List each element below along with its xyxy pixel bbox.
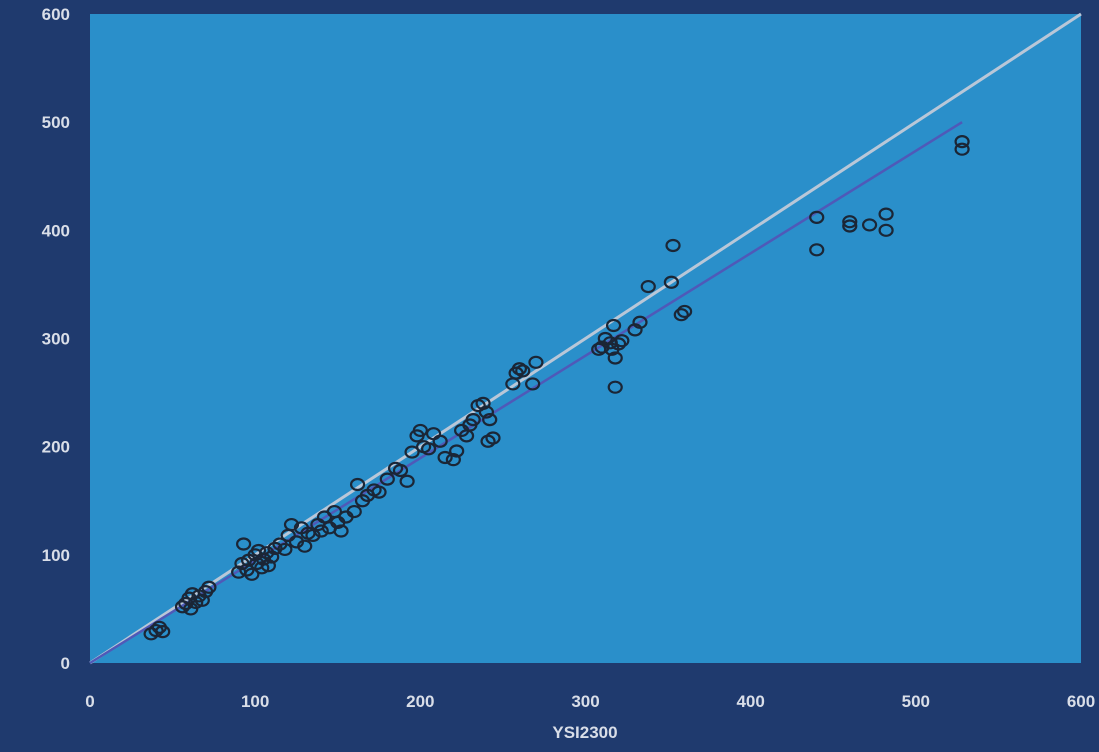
data-point bbox=[399, 474, 415, 488]
points-layer bbox=[143, 135, 970, 641]
y-tick-label: 300 bbox=[42, 330, 70, 349]
data-point bbox=[333, 524, 349, 538]
x-tick-label: 300 bbox=[571, 692, 599, 711]
data-point bbox=[371, 485, 387, 499]
data-point bbox=[607, 351, 623, 365]
data-point bbox=[842, 215, 858, 229]
data-point bbox=[264, 550, 280, 564]
data-point bbox=[528, 355, 544, 369]
data-point bbox=[475, 396, 491, 410]
x-tick-label: 0 bbox=[85, 692, 94, 711]
data-point bbox=[511, 362, 528, 376]
data-point bbox=[809, 210, 825, 224]
data-point bbox=[412, 423, 428, 438]
data-point bbox=[465, 413, 481, 427]
data-point bbox=[640, 279, 656, 294]
x-axis-ticks: 0 100 200 300 400 500 600 bbox=[85, 692, 1095, 711]
data-point bbox=[665, 238, 681, 253]
data-point bbox=[878, 223, 894, 237]
data-point bbox=[254, 561, 270, 575]
data-point bbox=[673, 308, 689, 322]
data-point bbox=[954, 142, 970, 156]
y-tick-label: 400 bbox=[42, 221, 70, 240]
y-tick-label: 0 bbox=[61, 654, 70, 673]
data-point bbox=[878, 207, 894, 221]
data-point bbox=[482, 413, 498, 427]
data-point bbox=[842, 219, 858, 233]
data-point bbox=[346, 504, 362, 519]
y-tick-label: 600 bbox=[42, 5, 70, 24]
y-axis-ticks: 0 100 200 300 400 500 600 bbox=[42, 5, 70, 673]
y-tick-label: 500 bbox=[42, 113, 70, 132]
x-axis-label: YSI2300 bbox=[552, 723, 617, 742]
data-point bbox=[632, 315, 648, 329]
data-point bbox=[525, 377, 541, 391]
data-point bbox=[445, 453, 461, 467]
data-point bbox=[194, 593, 210, 607]
data-point bbox=[201, 580, 217, 594]
data-point bbox=[183, 602, 199, 616]
data-point bbox=[297, 539, 313, 553]
data-point bbox=[255, 552, 272, 566]
data-point bbox=[614, 334, 630, 348]
data-point bbox=[155, 625, 171, 639]
data-point bbox=[663, 275, 679, 289]
data-point bbox=[676, 304, 693, 319]
data-point bbox=[379, 472, 395, 486]
data-point bbox=[188, 595, 204, 610]
x-tick-label: 600 bbox=[1067, 692, 1095, 711]
data-point bbox=[349, 477, 366, 492]
x-tick-label: 500 bbox=[902, 692, 930, 711]
data-point bbox=[515, 364, 531, 378]
data-point bbox=[260, 559, 276, 573]
data-point bbox=[437, 450, 453, 465]
x-tick-label: 100 bbox=[241, 692, 269, 711]
data-point bbox=[809, 243, 825, 257]
data-point bbox=[485, 431, 501, 445]
x-tick-label: 200 bbox=[406, 692, 434, 711]
data-point bbox=[244, 567, 260, 581]
data-point bbox=[449, 444, 465, 458]
data-point bbox=[954, 135, 970, 149]
y-tick-label: 100 bbox=[42, 546, 70, 565]
data-point bbox=[392, 463, 409, 478]
data-point bbox=[277, 542, 293, 557]
x-tick-label: 400 bbox=[736, 692, 764, 711]
data-point bbox=[236, 537, 252, 551]
data-point bbox=[607, 380, 623, 394]
data-point bbox=[283, 517, 300, 532]
data-point bbox=[605, 318, 622, 333]
data-point bbox=[478, 405, 494, 419]
data-point bbox=[610, 337, 627, 351]
data-point bbox=[404, 445, 420, 459]
data-point bbox=[432, 434, 448, 448]
data-point bbox=[313, 524, 329, 538]
data-point bbox=[861, 218, 878, 232]
data-point bbox=[148, 623, 164, 638]
data-point bbox=[420, 442, 437, 456]
y-tick-label: 200 bbox=[42, 438, 70, 457]
